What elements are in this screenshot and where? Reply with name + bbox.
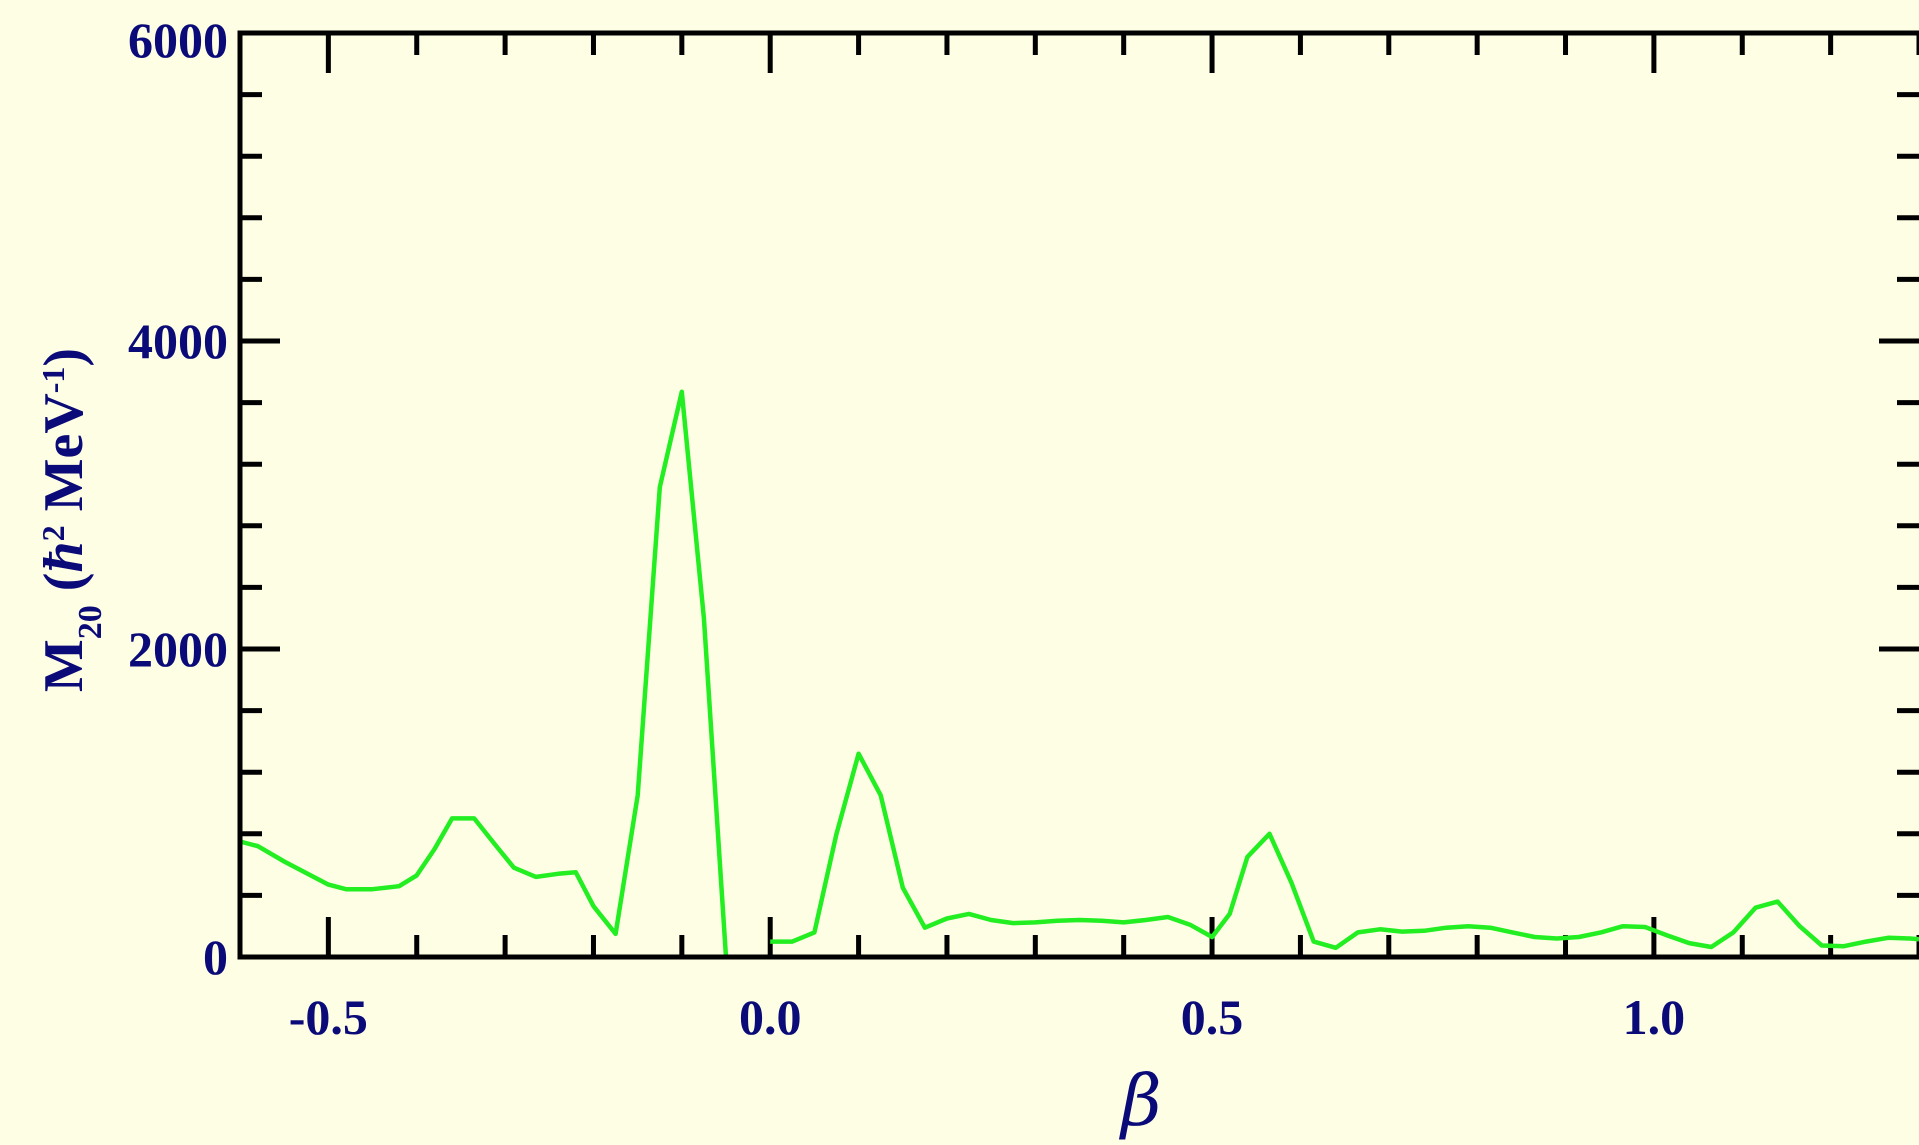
y-label-paren-close: ) <box>33 348 95 367</box>
series-line <box>770 751 1919 951</box>
data-series <box>239 389 1919 958</box>
y-tick-label: 2000 <box>128 621 228 677</box>
y-tick-label: 4000 <box>128 313 228 369</box>
y-label-sup: 2 <box>35 525 71 541</box>
x-axis-title: β <box>1118 1060 1161 1142</box>
x-tick-label: -0.5 <box>289 989 368 1045</box>
y-label-unit-sup: -1 <box>35 367 71 394</box>
series-line <box>239 389 729 958</box>
y-label-unit: MeV <box>33 393 95 525</box>
y-label-main: M <box>33 639 95 692</box>
y-axis-title: M20 (ħ2 MeV-1) <box>33 348 109 692</box>
plot-frame <box>237 30 1919 960</box>
x-tick-label: 0.0 <box>739 989 802 1045</box>
tick-labels: -0.5 0.0 0.5 1.0 0 2000 4000 6000 <box>128 12 1685 1045</box>
y-label-hbar: ħ <box>33 541 95 572</box>
y-label-sub: 20 <box>72 605 109 639</box>
x-tick-label: 0.5 <box>1181 989 1244 1045</box>
y-label-paren-open: ( <box>33 573 95 606</box>
x-tick-label: 1.0 <box>1623 989 1686 1045</box>
y-tick-label: 0 <box>203 929 228 985</box>
y-tick-label: 6000 <box>128 12 228 68</box>
